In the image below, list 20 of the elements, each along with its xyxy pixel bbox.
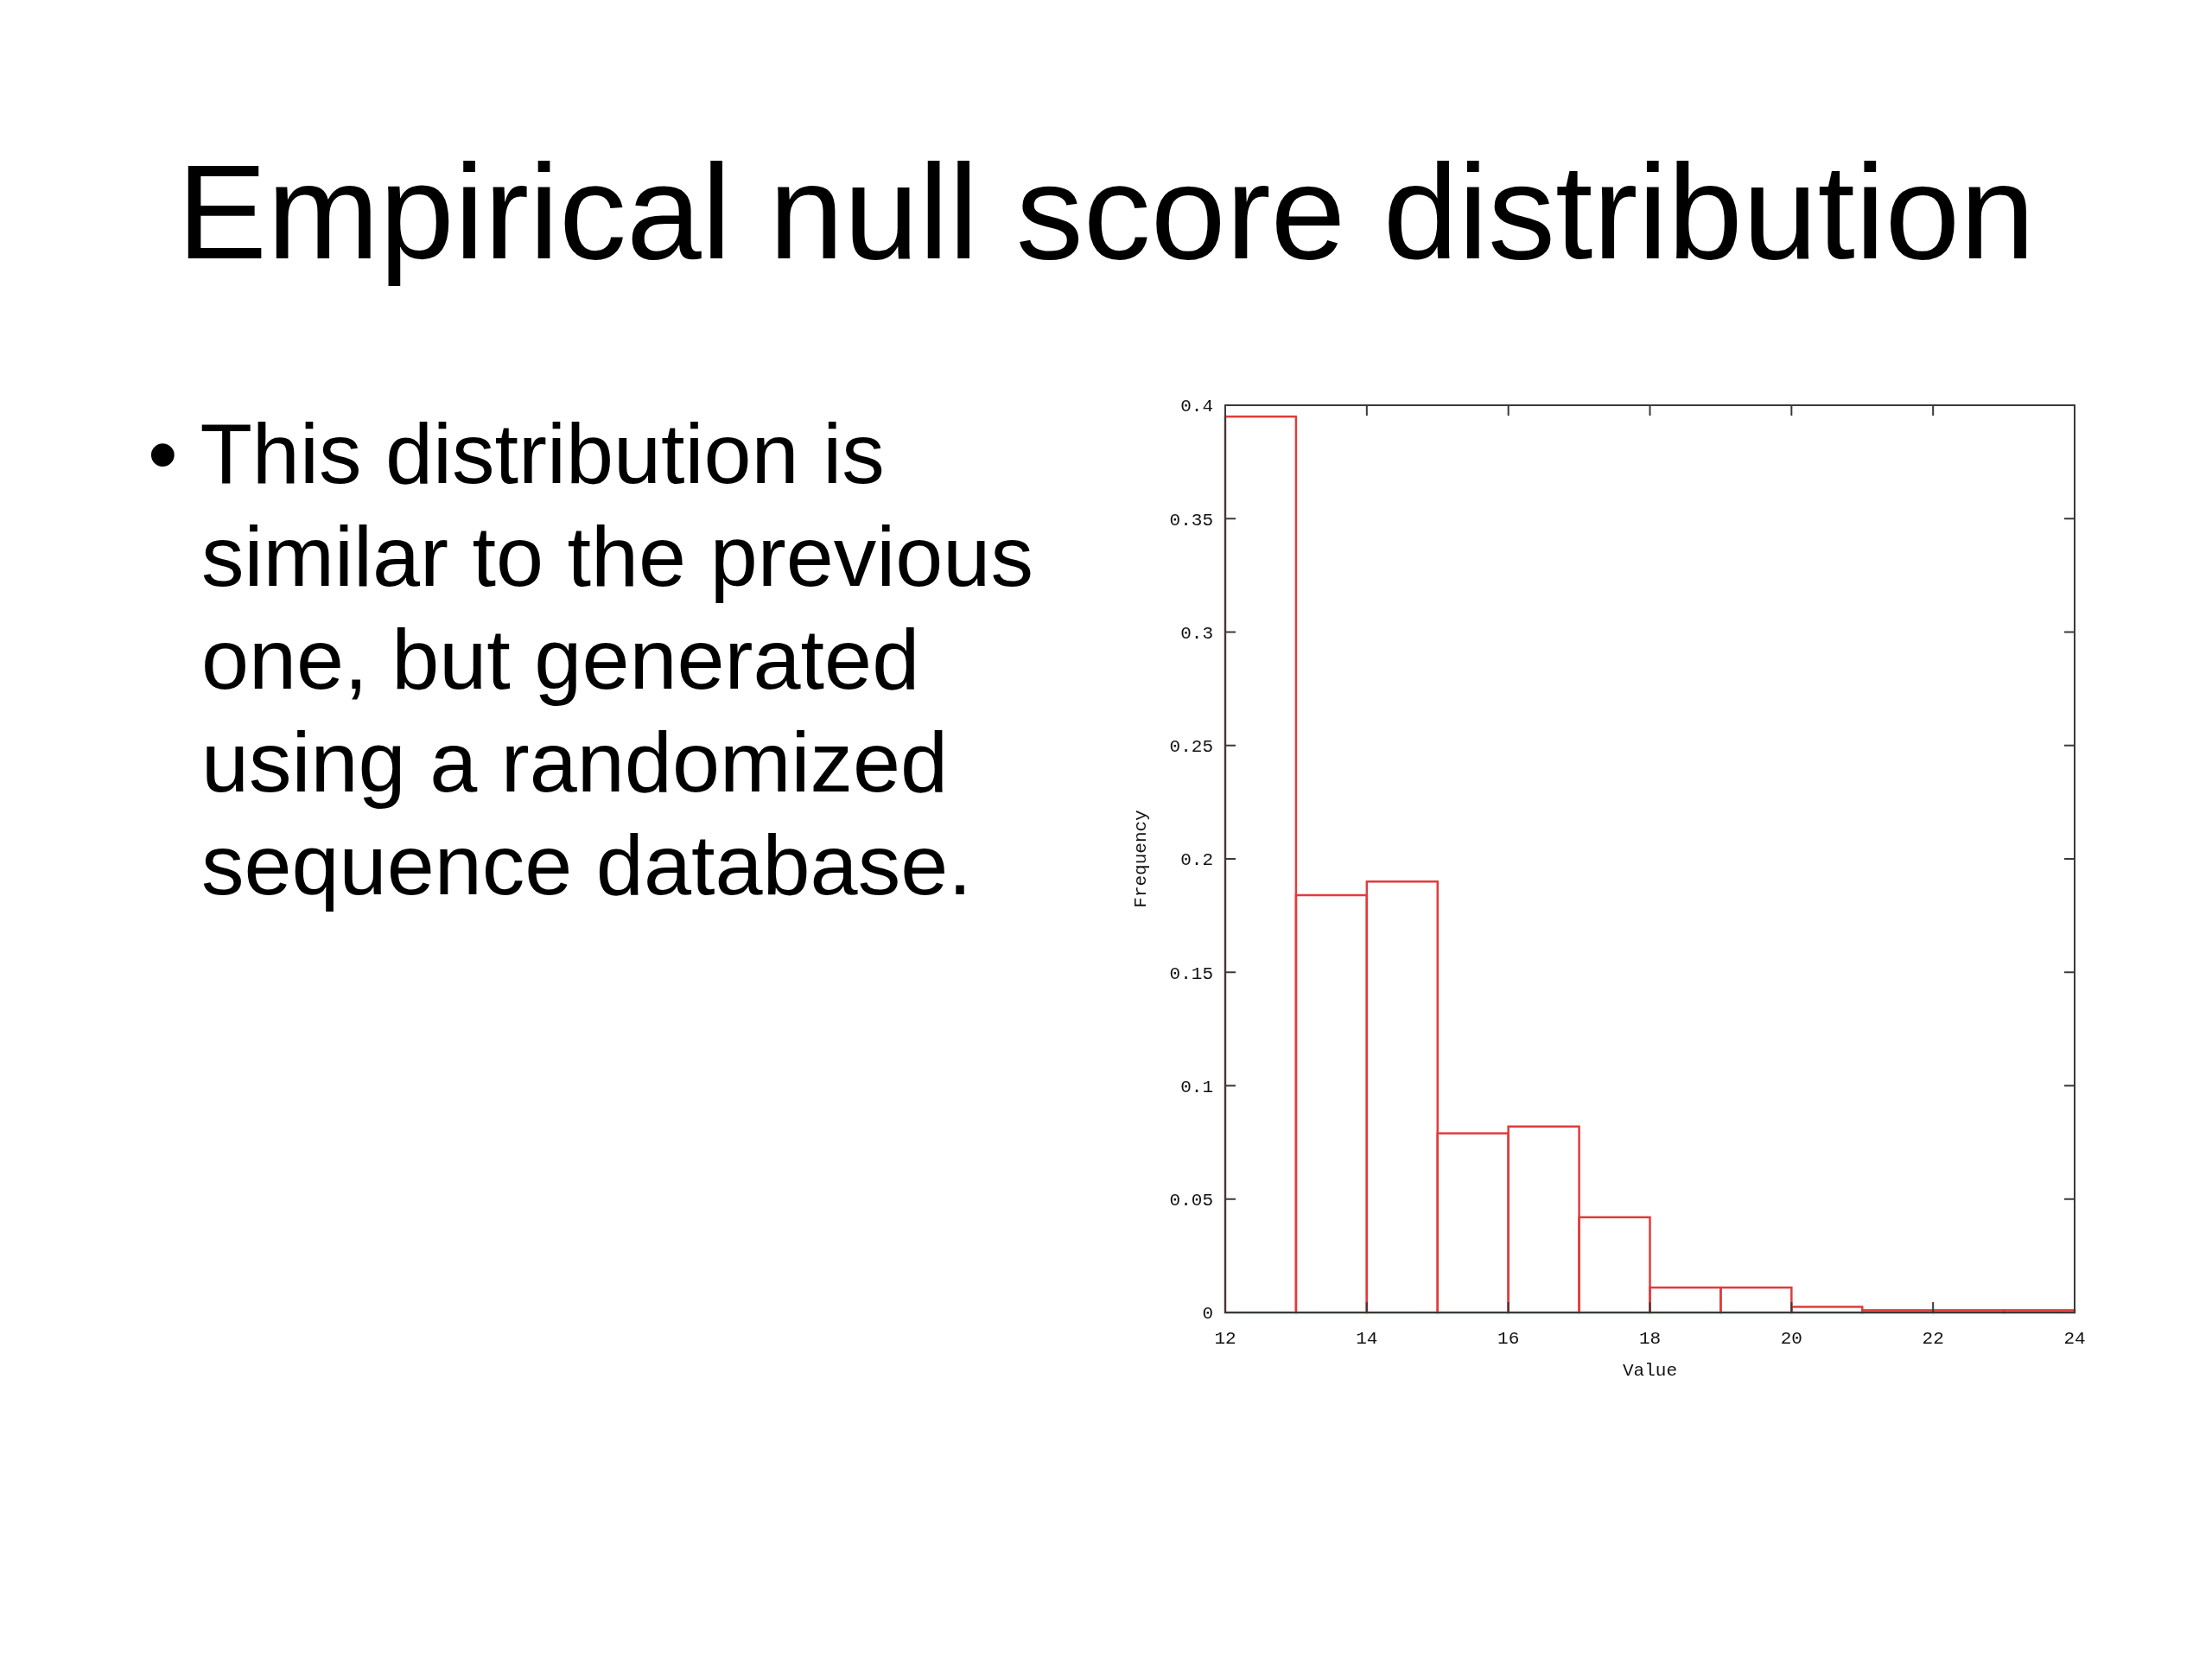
chart-title: Empirical null score distribution <box>176 137 2036 287</box>
y-tick-label: 0.1 <box>1180 1077 1213 1097</box>
y-tick-label: 0.4 <box>1180 397 1213 417</box>
x-tick-label: 18 <box>1638 1329 1662 1350</box>
y-tick-label: 0.2 <box>1180 850 1213 871</box>
y-tick-label: 0.15 <box>1169 963 1213 984</box>
y-tick-label: 0.05 <box>1169 1191 1213 1211</box>
y-tick-label: 0.3 <box>1180 623 1213 644</box>
x-tick-label: 14 <box>1356 1329 1378 1350</box>
y-tick-label: 0.25 <box>1169 737 1213 758</box>
x-tick-label: 22 <box>1922 1329 1944 1350</box>
x-tick-label: 24 <box>2063 1329 2086 1350</box>
text: • This distribution is similar to the previous one, but generated using a randomized sequence database. <box>148 404 1034 914</box>
x-axis-title: Value <box>1622 1361 1678 1382</box>
x-tick-label: 16 <box>1497 1329 1520 1350</box>
x-tick-label: 12 <box>1214 1329 1236 1350</box>
y-axis-title: Frequency <box>1131 810 1152 908</box>
y-tick-label: 0.35 <box>1169 510 1213 531</box>
y-tick-label: 0 <box>1202 1304 1213 1325</box>
x-tick-label: 20 <box>1780 1329 1802 1350</box>
